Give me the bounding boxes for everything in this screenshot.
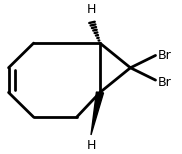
Text: Br: Br	[158, 49, 172, 62]
Text: H: H	[86, 139, 96, 152]
Text: Br: Br	[158, 76, 172, 89]
Polygon shape	[91, 92, 104, 135]
Text: H: H	[86, 3, 96, 16]
